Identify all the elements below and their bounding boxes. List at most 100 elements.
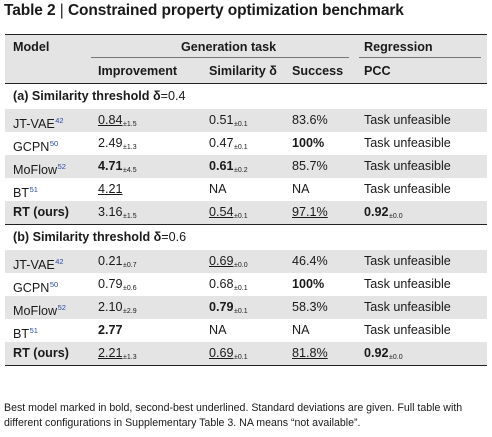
success-cell-value: 100%	[292, 277, 325, 291]
success-cell-value-group: NA	[292, 323, 310, 337]
pcc-cell-value-group: 0.92±0.0	[364, 205, 403, 220]
model-name-cell: JT-VAE42	[13, 109, 64, 132]
pcc-cell-value: Task unfeasible	[364, 277, 451, 291]
similarity-cell-value-group: 0.61±0.2	[209, 159, 248, 174]
reference-number: 50	[49, 280, 59, 289]
pcc-cell-value-group: Task unfeasible	[364, 113, 451, 127]
success-cell-value-group: 46.4%	[292, 254, 328, 268]
model-name: GCPN	[13, 281, 50, 295]
model-name-cell: MoFlow52	[13, 155, 66, 178]
model-name: MoFlow	[13, 163, 58, 177]
improvement-cell-value: 3.16	[98, 205, 123, 219]
table-row: JT-VAE42 0.84±1.5 0.51±0.1 83.6% Task unfeas…	[5, 109, 487, 132]
table-row: BT51 2.77 NA NA Task unfeasible	[5, 319, 487, 342]
improvement-cell-value-group: 2.10±2.9	[98, 300, 137, 315]
improvement-cell-value: 0.21	[98, 254, 123, 268]
similarity-cell-value: 0.54	[209, 205, 234, 219]
similarity-cell-value-group: 0.51±0.1	[209, 113, 248, 128]
similarity-cell-value: 0.51	[209, 113, 234, 127]
reference-number: 42	[55, 257, 64, 266]
success-cell-value-group: 97.1%	[292, 205, 328, 219]
similarity-cell-value-group: 0.68±0.1	[209, 277, 248, 292]
reference-number: 52	[57, 162, 66, 171]
improvement-cell: 2.21±1.3	[98, 342, 137, 365]
similarity-cell-value-group: 0.79±0.1	[209, 300, 248, 315]
success-cell-value-group: 83.6%	[292, 113, 328, 127]
reference-number: 52	[57, 303, 66, 312]
std-dev: ±0.0	[389, 354, 403, 361]
improvement-cell-value-group: 4.71±4.5	[98, 159, 137, 174]
section-header-row: (a) Similarity threshold δ=0.4	[5, 83, 487, 109]
pcc-cell-value-group: Task unfeasible	[364, 300, 451, 314]
header-success: Success	[292, 64, 344, 78]
similarity-cell: 0.61±0.2	[209, 155, 248, 178]
pcc-cell-value-group: Task unfeasible	[364, 254, 451, 268]
improvement-cell-value: 2.49	[98, 136, 123, 150]
success-cell-value-group: 85.7%	[292, 159, 328, 173]
section-label-bold: (a) Similarity threshold δ	[13, 89, 161, 103]
table-title-text: Constrained property optimization benchm…	[67, 2, 404, 19]
similarity-cell-value: 0.61	[209, 159, 234, 173]
pcc-cell: Task unfeasible	[364, 109, 451, 132]
header-pcc: PCC	[364, 64, 391, 78]
success-cell-value: 46.4%	[292, 254, 328, 268]
similarity-cell-value: 0.69	[209, 346, 234, 360]
std-dev: ±0.0	[234, 262, 248, 269]
improvement-cell-value: 4.21	[98, 182, 123, 196]
similarity-cell-value: NA	[209, 182, 227, 196]
improvement-cell: 3.16±1.5	[98, 201, 137, 224]
pcc-cell-value: 0.92	[364, 346, 389, 360]
pcc-cell: Task unfeasible	[364, 273, 451, 296]
std-dev: ±0.1	[234, 121, 248, 128]
pcc-cell-value-group: Task unfeasible	[364, 182, 451, 196]
similarity-cell-value-group: NA	[209, 182, 227, 196]
table-row: GCPN50 2.49±1.3 0.47±0.1 100% Task unfeasibl…	[5, 132, 487, 155]
std-dev: ±1.3	[123, 144, 137, 151]
regression-rule	[359, 57, 481, 58]
improvement-cell-value: 0.79	[98, 277, 123, 291]
success-cell: 85.7%	[292, 155, 328, 178]
model-name: RT (ours)	[13, 205, 69, 219]
model-name: JT-VAE	[13, 258, 55, 272]
std-dev: ±4.5	[123, 167, 137, 174]
std-dev: ±0.2	[234, 167, 248, 174]
pcc-cell-value: Task unfeasible	[364, 323, 451, 337]
improvement-cell-value-group: 0.79±0.6	[98, 277, 137, 292]
success-cell-value: NA	[292, 182, 310, 196]
model-name-cell: GCPN50	[13, 273, 58, 296]
pcc-cell: Task unfeasible	[364, 132, 451, 155]
improvement-cell-value: 2.10	[98, 300, 123, 314]
table-row: RT (ours) 2.21±1.3 0.69±0.1 81.8% 0.92±0.0	[5, 342, 487, 366]
model-name-cell: RT (ours)	[13, 201, 69, 224]
model-name-cell: JT-VAE42	[13, 250, 64, 273]
table-number: Table 2	[4, 2, 56, 19]
section-header-row: (b) Similarity threshold δ=0.6	[5, 224, 487, 250]
success-cell-value-group: 81.8%	[292, 346, 328, 360]
similarity-cell: NA	[209, 319, 227, 342]
std-dev: ±0.1	[234, 213, 248, 220]
success-cell-value: NA	[292, 323, 310, 337]
similarity-cell-value-group: 0.54±0.1	[209, 205, 248, 220]
generation-task-rule	[91, 57, 349, 58]
reference-number: 42	[55, 116, 64, 125]
success-cell: 81.8%	[292, 342, 328, 365]
section-label-value: =0.4	[160, 89, 186, 103]
pcc-cell: Task unfeasible	[364, 250, 451, 273]
success-cell-value-group: 100%	[292, 136, 324, 150]
section-label: (a) Similarity threshold δ=0.4	[13, 84, 185, 109]
reference-number: 50	[49, 139, 59, 148]
success-cell: 46.4%	[292, 250, 328, 273]
model-name: BT	[13, 327, 30, 341]
table-row: MoFlow52 4.71±4.5 0.61±0.2 85.7% Task unfeas…	[5, 155, 487, 178]
success-cell-value: 100%	[292, 136, 325, 150]
model-name: BT	[13, 186, 30, 200]
table-row: GCPN50 0.79±0.6 0.68±0.1 100% Task unfeasibl…	[5, 273, 487, 296]
std-dev: ±0.1	[234, 285, 248, 292]
success-cell-value: 83.6%	[292, 113, 328, 127]
pcc-cell-value: Task unfeasible	[364, 182, 451, 196]
similarity-cell-value: 0.47	[209, 136, 234, 150]
success-cell-value: 85.7%	[292, 159, 328, 173]
pcc-cell: Task unfeasible	[364, 178, 451, 201]
improvement-cell: 0.21±0.7	[98, 250, 137, 273]
improvement-cell-value: 2.21	[98, 346, 123, 360]
